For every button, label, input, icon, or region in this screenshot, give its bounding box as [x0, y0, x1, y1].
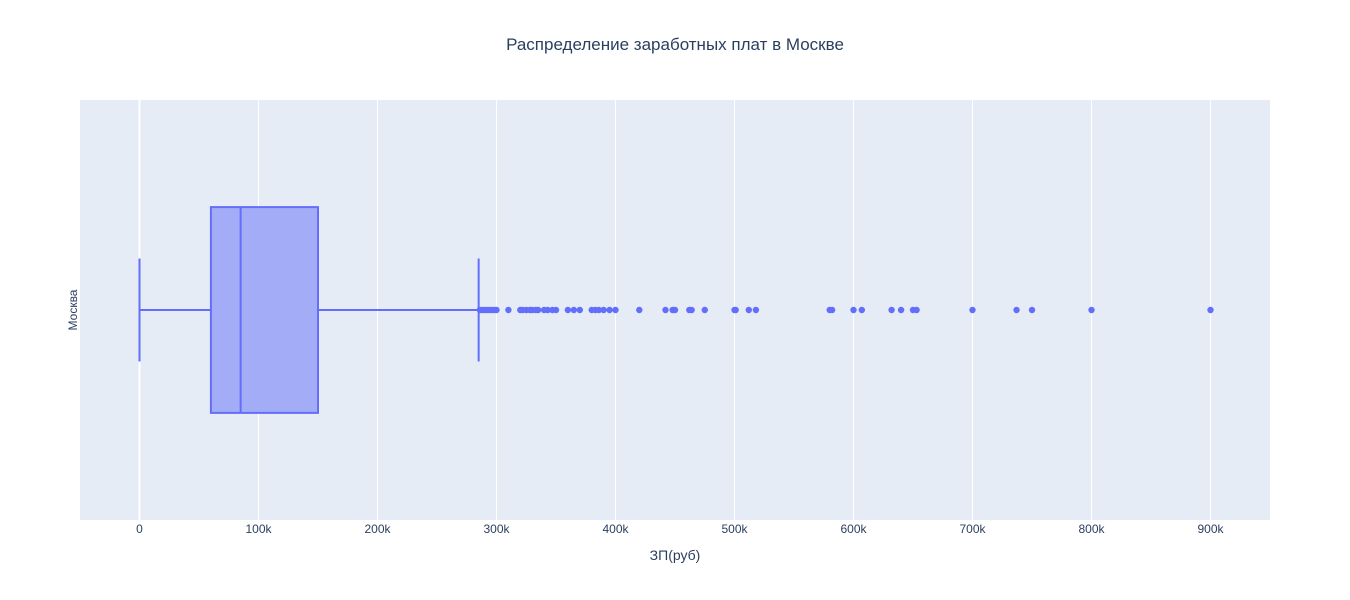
x-tick-label: 700k: [959, 522, 986, 536]
y-axis-title: Москва: [66, 289, 80, 330]
x-tick-label: 600k: [840, 522, 867, 536]
outlier-point: [534, 306, 542, 314]
chart-title: Распределение заработных плат в Москве: [506, 35, 844, 54]
outlier-point: [564, 306, 572, 314]
outlier-point: [752, 306, 760, 314]
outlier-point: [493, 306, 500, 314]
outlier-point: [969, 306, 976, 314]
outlier-point: [636, 306, 643, 314]
x-axis-title: ЗП(руб): [650, 547, 701, 563]
outlier-point: [897, 306, 905, 314]
outlier-point: [1088, 306, 1095, 314]
x-tick-label: 100k: [245, 522, 272, 536]
outlier-point: [732, 306, 739, 314]
x-tick-labels: 0 100k 200k 300k 400k 500k 600k 700k 800k 900k: [136, 522, 1224, 536]
outlier-point: [662, 306, 669, 314]
outlier-point: [828, 306, 836, 314]
outlier-point: [1028, 306, 1036, 314]
outlier-point: [913, 306, 920, 314]
outlier-point: [888, 306, 895, 314]
outlier-point: [1207, 306, 1214, 314]
x-tick-label: 800k: [1078, 522, 1105, 536]
x-tick-label: 400k: [602, 522, 629, 536]
box-layer: [138, 206, 480, 414]
outlier-point: [552, 306, 560, 314]
x-tick-label: 500k: [721, 522, 748, 536]
outlier-point: [612, 306, 619, 314]
x-tick-label: 900k: [1197, 522, 1224, 536]
x-tick-label: 200k: [364, 522, 391, 536]
outlier-point: [576, 306, 583, 314]
outlier-point: [671, 306, 679, 314]
outlier-point: [570, 306, 578, 314]
x-tick-label: 300k: [483, 522, 510, 536]
outlier-point: [701, 306, 708, 314]
outlier-point: [600, 306, 607, 314]
iqr-box: [209, 206, 319, 414]
outlier-point: [688, 306, 695, 314]
outlier-point: [606, 306, 613, 314]
x-tick-label: 0: [136, 522, 143, 536]
outlier-point: [850, 306, 857, 314]
outlier-point: [505, 306, 512, 314]
outlier-point: [595, 306, 603, 314]
outlier-point: [544, 306, 551, 314]
outlier-point: [1013, 306, 1020, 314]
outlier-point: [858, 306, 866, 314]
outlier-points: [476, 306, 1214, 314]
outlier-point: [745, 306, 752, 314]
